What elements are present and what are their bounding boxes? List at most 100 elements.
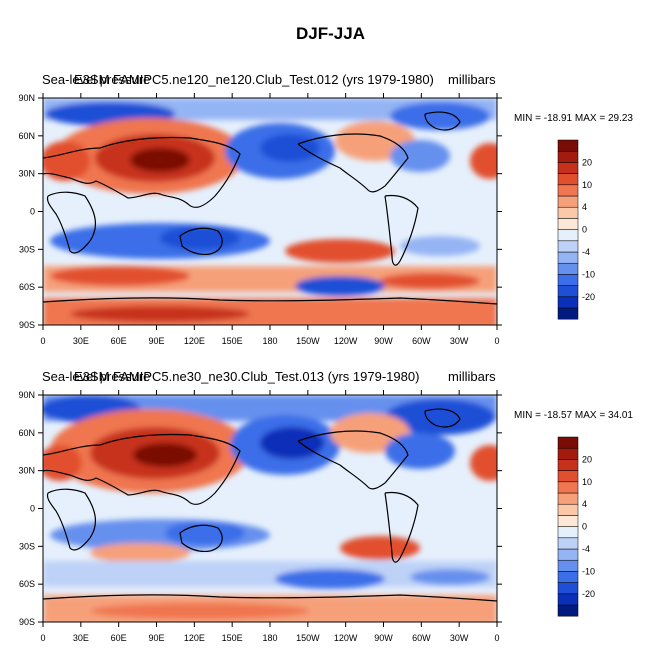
panel-2-amundsen-low [275, 569, 385, 589]
panel-2-lon-axis: 0 30E 60E 90E 120E 150E 180 150W 120W 90W 60W 30W 0 [40, 390, 500, 643]
panel-2-field [43, 395, 497, 622]
panel-1-lat-tick-label: 30S [19, 244, 35, 254]
panel-2-colorbar-label: 10 [582, 477, 592, 487]
panel-1-greenland-outline [424, 111, 461, 131]
panel-2-australia-outline [179, 524, 223, 553]
panel-2-lat-tick-label: 30N [18, 466, 35, 476]
panel-2-aleutian-low-core [260, 427, 324, 459]
panel-1-colorbar-bin [557, 251, 579, 264]
panel-1-lat-tick-label: 90N [18, 93, 35, 103]
panel-1-lat-tick-label: 90S [19, 320, 35, 330]
panel-1-colorbar-label: -10 [582, 269, 595, 279]
panel-1-minmax: MIN = -18.91 MAX = 29.23 [514, 113, 633, 124]
panel-2-colorbar-labels: 20 10 4 0 -4 -10 -20 [582, 454, 595, 598]
panel-1-title-left: Sea-level pressure [42, 72, 151, 87]
panel-2-north-america-outline [297, 430, 409, 490]
panel-2-lon-tick-label: 60W [412, 633, 431, 643]
panel-2-colorbar-label: -20 [582, 589, 595, 599]
panel-1-antarctic-high-core [70, 306, 250, 322]
panel-2-colorbar-label: 4 [582, 499, 587, 509]
panel-1-colorbar-bin [557, 307, 579, 320]
panel-2-colorbar-bins [557, 436, 579, 617]
panel-1-lon-tick-label: 150W [296, 336, 320, 346]
panel-2-lon-tick-label: 90W [374, 633, 393, 643]
panel-2-max-label: MAX = [574, 410, 606, 421]
panel-1-lat-tick-label: 60S [19, 282, 35, 292]
panel-1-colorbar-labels: 20 10 4 0 -4 -10 -20 [582, 157, 595, 301]
panel-2-lon-tick-label: 0 [494, 633, 499, 643]
panel-1-colorbar: 20 10 4 0 -4 -10 -20 [557, 139, 595, 320]
panel-2-lon-tick-label: 60E [111, 633, 127, 643]
panel-2-australia-low [165, 521, 245, 545]
panel-1-amundsen-low [295, 276, 385, 296]
panel-2-lat-tick-label: 90N [18, 390, 35, 400]
panel-2-colorbar-bin [557, 593, 579, 606]
panel-1-title-center: E3SM FAMIPC5.ne120_ne120.Club_Test.012 (… [74, 72, 434, 87]
panel-1-lon-tick-label: 90E [148, 336, 164, 346]
panel-1-lat-tick-label: 0 [30, 207, 35, 217]
panel-1-lon-tick-label: 180 [262, 336, 277, 346]
panel-2-east-atlantic-high [470, 445, 497, 481]
panel-2-lon-tick-label: 120E [184, 633, 205, 643]
panel-1-colorbar-bin [557, 262, 579, 275]
panel-2-lat-tick-label: 0 [30, 504, 35, 514]
panel-1-lon-axis: 0 30E 60E 90E 120E 150E 180 150W 120W 90W 60W 30W 0 [40, 93, 500, 346]
panel-1-australia-outline [179, 227, 223, 256]
panel-2-title-left: Sea-level pressure [42, 369, 151, 384]
panel-2-colorbar-label: -4 [582, 544, 590, 554]
panel-2-colorbar-bin [557, 492, 579, 505]
panel-2-max-value: 34.01 [607, 410, 633, 421]
panel-2-lon-tick-label: 30W [450, 633, 469, 643]
panel-2-colorbar-bin [557, 481, 579, 494]
panel-2-sahara-high [43, 445, 82, 481]
panel-2-south-pacific-high [340, 536, 420, 560]
panel-1-lon-tick-label: 30E [73, 336, 89, 346]
panel-2-eurasia-outline [43, 434, 241, 505]
panel-2-colorbar-bin [557, 436, 579, 449]
panel-1-lon-tick-label: 60W [412, 336, 431, 346]
panel-2-coastlines [43, 408, 497, 602]
panel-1-colorbar-label: 20 [582, 157, 592, 167]
panel-1-colorbar-bin [557, 162, 579, 174]
panel-1-lon-tick-label: 30W [450, 336, 469, 346]
panel-1-colorbar-label: -4 [582, 247, 590, 257]
panel-2-lon-tick-label: 30E [73, 633, 89, 643]
panel-2-lon-tick-label: 150W [296, 633, 320, 643]
panel-2-min-value: -18.57 [543, 410, 573, 421]
panel-1-colorbar-bin [557, 173, 579, 186]
panel-2-colorbar-bin [557, 459, 579, 471]
panel-1-north-america-outline [297, 133, 409, 193]
panel-2-antarctic-high-core [90, 603, 310, 619]
panel-2-lon-tick-label: 180 [262, 633, 277, 643]
panel-2-colorbar-bin [557, 537, 579, 550]
panel-2-units: millibars [448, 369, 496, 384]
panel-2-weddell-low [410, 569, 490, 585]
panel-1-coastlines [43, 111, 497, 305]
panel-1-australia-low [160, 226, 240, 250]
panel-2-lat-tick-label: 60S [19, 579, 35, 589]
panel-2-africa-outline [46, 488, 97, 551]
panel-2-lat-tick-label: 30S [19, 541, 35, 551]
panel-2-lon-tick-label: 0 [40, 633, 45, 643]
panel-1-antarctica-outline [43, 297, 497, 305]
panel-2-lon-tick-label: 120W [334, 633, 358, 643]
panel-1-africa-outline [46, 191, 97, 254]
panel-2-greenland-outline [424, 408, 461, 428]
panel-1-lat-tick-label: 60N [18, 131, 35, 141]
panel-2-colorbar-bin [557, 515, 579, 527]
panel-1-colorbar-bin [557, 229, 579, 242]
panel-1-max-value: 29.23 [607, 113, 633, 124]
panel-2-south-america-outline [384, 491, 419, 563]
panel-2-antarctica-outline [43, 594, 497, 602]
panel-2-colorbar-label: 0 [582, 522, 587, 532]
panel-2-colorbar-bin [557, 548, 579, 561]
panel-2-lat-axis: 90N 60N 30N 0 30S 60S 90S [18, 390, 502, 627]
panel-1-colorbar-bin [557, 195, 579, 208]
panel-1-lon-tick-label: 120E [184, 336, 205, 346]
panel-1-colorbar-label: -20 [582, 292, 595, 302]
panel-2-map: 90N 60N 30N 0 30S 60S 90S 0 30E 60E 90E 120E 150E 18… [18, 390, 502, 643]
panel-2-colorbar-label: -10 [582, 566, 595, 576]
panel-1-lon-tick-label: 60E [111, 336, 127, 346]
panel-2-colorbar-bin [557, 571, 579, 583]
panel-1-atlantic-low [390, 140, 450, 172]
